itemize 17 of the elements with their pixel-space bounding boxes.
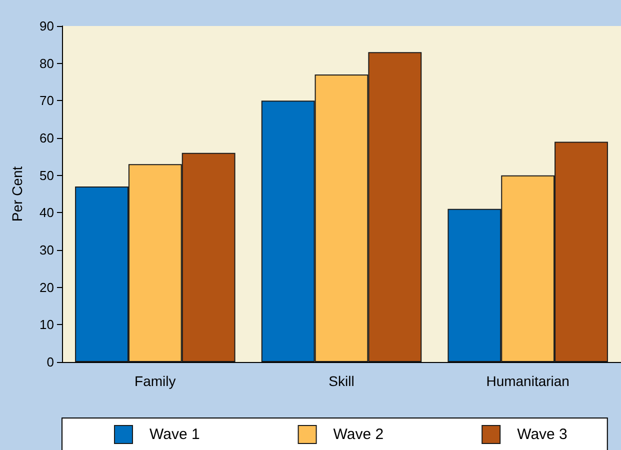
y-tick-label: 40 (40, 205, 54, 220)
x-tick-label: Skill (328, 373, 354, 389)
y-tick-label: 0 (46, 354, 54, 370)
y-tick-label: 20 (40, 280, 54, 295)
y-tick-label: 50 (40, 168, 54, 183)
x-tick-label: Humanitarian (486, 373, 570, 389)
x-tick-label: Family (134, 373, 176, 389)
y-tick-label: 60 (40, 130, 54, 146)
y-tick-label: 80 (40, 56, 54, 71)
legend-label: Wave 3 (517, 426, 568, 443)
y-tick-label: 10 (40, 317, 54, 332)
legend-label: Wave 1 (150, 426, 200, 443)
legend-label: Wave 2 (333, 426, 384, 443)
y-tick-label: 90 (40, 18, 54, 34)
y-axis-title: Per Cent (9, 166, 25, 222)
y-tick-label: 30 (40, 242, 54, 258)
y-tick-label: 70 (40, 93, 54, 108)
